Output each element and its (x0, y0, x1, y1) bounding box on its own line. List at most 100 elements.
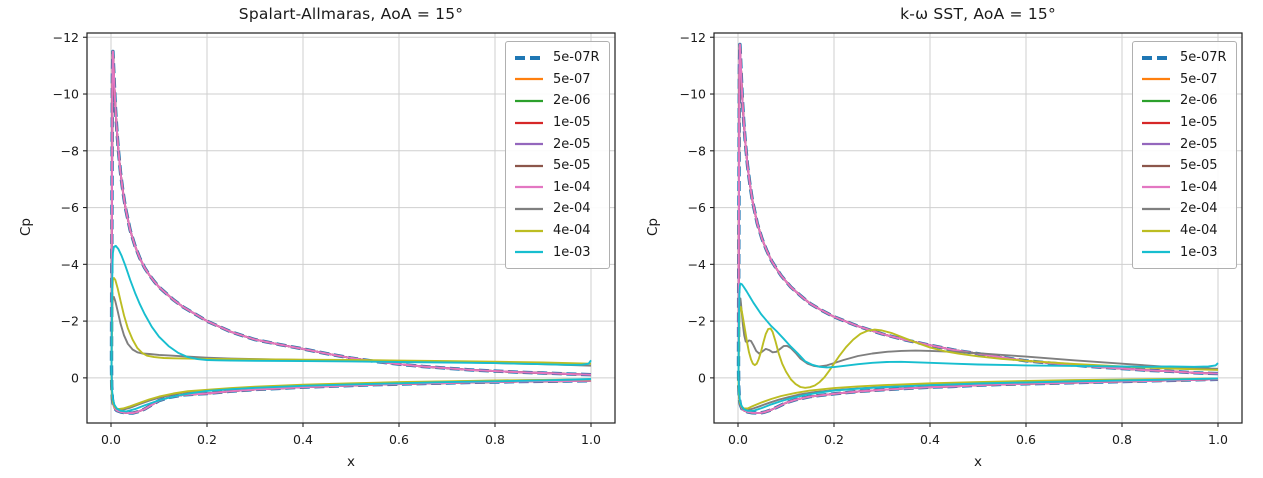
legend-label: 2e-05 (1180, 136, 1218, 152)
y-tick-label: −10 (680, 87, 706, 102)
legend-line-sample (1142, 164, 1170, 167)
legend-line-sample (1142, 251, 1170, 254)
legend-entry-4e-04: 4e-04 (514, 220, 600, 242)
y-tick-label: −8 (688, 143, 706, 158)
y-tick-label: −6 (688, 200, 706, 215)
legend-line-sample (1142, 78, 1170, 81)
legend-label: 1e-04 (1180, 179, 1218, 195)
y-tick-label: −2 (61, 314, 79, 329)
y-axis-label-left: Cp (18, 218, 34, 236)
legend-line-sample (1142, 55, 1170, 60)
legend-entry-1e-03: 1e-03 (1141, 241, 1227, 263)
legend-line-sample (515, 207, 543, 211)
x-tick-label: 0.2 (197, 432, 217, 447)
legend-entry-1e-05: 1e-05 (514, 112, 600, 134)
legend-line-sample (515, 251, 543, 254)
legend-entry-2e-04: 2e-04 (1141, 198, 1227, 220)
legend-entry-1e-05: 1e-05 (1141, 112, 1227, 134)
legend-line-sample (515, 143, 543, 146)
legend-line-sample (1142, 186, 1170, 189)
legend-label: 1e-05 (1180, 115, 1218, 131)
y-tick-label: 0 (698, 370, 706, 385)
x-tick-label: 0.6 (389, 432, 409, 447)
legend-label: 2e-06 (1180, 93, 1218, 109)
legend-0: 5e-07R 5e-07 2e-06 1e-05 2e-05 5e-05 1e-04 2e-0… (505, 41, 610, 269)
legend-entry-5e-07R: 5e-07R (514, 47, 600, 69)
legend-label: 1e-04 (553, 179, 591, 195)
legend-line-sample (515, 229, 543, 232)
legend-label: 2e-05 (553, 136, 591, 152)
series-line-1e-03 (110, 244, 592, 413)
x-tick-label: 0.6 (1016, 432, 1036, 447)
legend-label: 5e-07R (1180, 50, 1227, 66)
legend-line-sample (515, 99, 543, 103)
series-group (109, 49, 592, 415)
series-line-2e-04 (737, 297, 1219, 411)
legend-label: 2e-04 (1180, 201, 1218, 217)
series-line-1e-04 (737, 43, 1219, 415)
series-group (736, 42, 1219, 415)
axes-spines (86, 32, 616, 424)
legend-line-sample (1142, 229, 1170, 232)
legend-line-sample (515, 121, 543, 124)
series-line-4e-04 (110, 277, 592, 411)
legend-label: 2e-04 (553, 201, 591, 217)
legend-entry-5e-05: 5e-05 (1141, 155, 1227, 177)
y-tick-label: −6 (61, 200, 79, 215)
legend-label: 4e-04 (553, 223, 591, 239)
legend-label: 5e-07 (1180, 71, 1218, 87)
y-tick-label: −4 (688, 257, 706, 272)
x-tick-label: 0.0 (728, 432, 748, 447)
x-tick-label: 1.0 (1208, 432, 1228, 447)
legend-label: 5e-05 (553, 158, 591, 174)
legend-entry-2e-04: 2e-04 (514, 198, 600, 220)
legend-line-sample (515, 186, 543, 189)
legend-entry-5e-05: 5e-05 (514, 155, 600, 177)
y-tick-label: −10 (53, 87, 79, 102)
ticks: 0.0 0.2 0.4 0.6 0.8 1.0 −12 −10 −8 −6 −4 −2 0 (680, 30, 1228, 447)
legend-entry-1e-04: 1e-04 (514, 177, 600, 199)
legend-label: 4e-04 (1180, 223, 1218, 239)
axes-spines (713, 32, 1243, 424)
legend-entry-5e-07: 5e-07 (1141, 69, 1227, 91)
x-axis-label-left: x (347, 454, 355, 470)
y-tick-label: 0 (71, 370, 79, 385)
chart-title-k-omega-sst: k-ω SST, AoA = 15° (900, 5, 1056, 23)
legend-label: 5e-05 (1180, 158, 1218, 174)
legend-entry-2e-05: 2e-05 (514, 133, 600, 155)
y-tick-label: −12 (53, 30, 79, 45)
legend-label: 5e-07R (553, 50, 600, 66)
legend-label: 1e-03 (1180, 244, 1218, 260)
y-tick-label: −2 (688, 314, 706, 329)
legend-line-sample (1142, 207, 1170, 211)
legend-label: 5e-07 (553, 71, 591, 87)
legend-line-sample (515, 164, 543, 167)
x-tick-label: 0.8 (1112, 432, 1132, 447)
legend-entry-4e-04: 4e-04 (1141, 220, 1227, 242)
legend-entry-5e-07R: 5e-07R (1141, 47, 1227, 69)
legend-line-sample (1142, 143, 1170, 146)
x-tick-label: 0.4 (920, 432, 940, 447)
y-axis-label-right: Cp (645, 218, 661, 236)
y-tick-label: −4 (61, 257, 79, 272)
subplot-1: 0.0 0.2 0.4 0.6 0.8 1.0 −12 −10 −8 −6 −4 −2 0 (680, 30, 1243, 447)
legend-entry-5e-07: 5e-07 (514, 69, 600, 91)
legend-label: 2e-06 (553, 93, 591, 109)
legend-line-sample (1142, 99, 1170, 103)
x-axis-label-right: x (974, 454, 982, 470)
x-tick-label: 0.8 (485, 432, 505, 447)
series-line-4e-04 (737, 305, 1219, 410)
legend-line-sample (515, 78, 543, 81)
legend-entry-2e-05: 2e-05 (1141, 133, 1227, 155)
legend-entry-1e-03: 1e-03 (514, 241, 600, 263)
chart-title-spalart-allmaras: Spalart-Allmaras, AoA = 15° (238, 5, 464, 23)
legend-line-sample (1142, 121, 1170, 124)
x-tick-label: 0.4 (293, 432, 313, 447)
legend-1: 5e-07R 5e-07 2e-06 1e-05 2e-05 5e-05 1e-04 2e-0… (1132, 41, 1237, 269)
legend-entry-2e-06: 2e-06 (1141, 90, 1227, 112)
legend-label: 1e-05 (553, 115, 591, 131)
series-line-1e-03 (737, 282, 1219, 412)
legend-entry-2e-06: 2e-06 (514, 90, 600, 112)
